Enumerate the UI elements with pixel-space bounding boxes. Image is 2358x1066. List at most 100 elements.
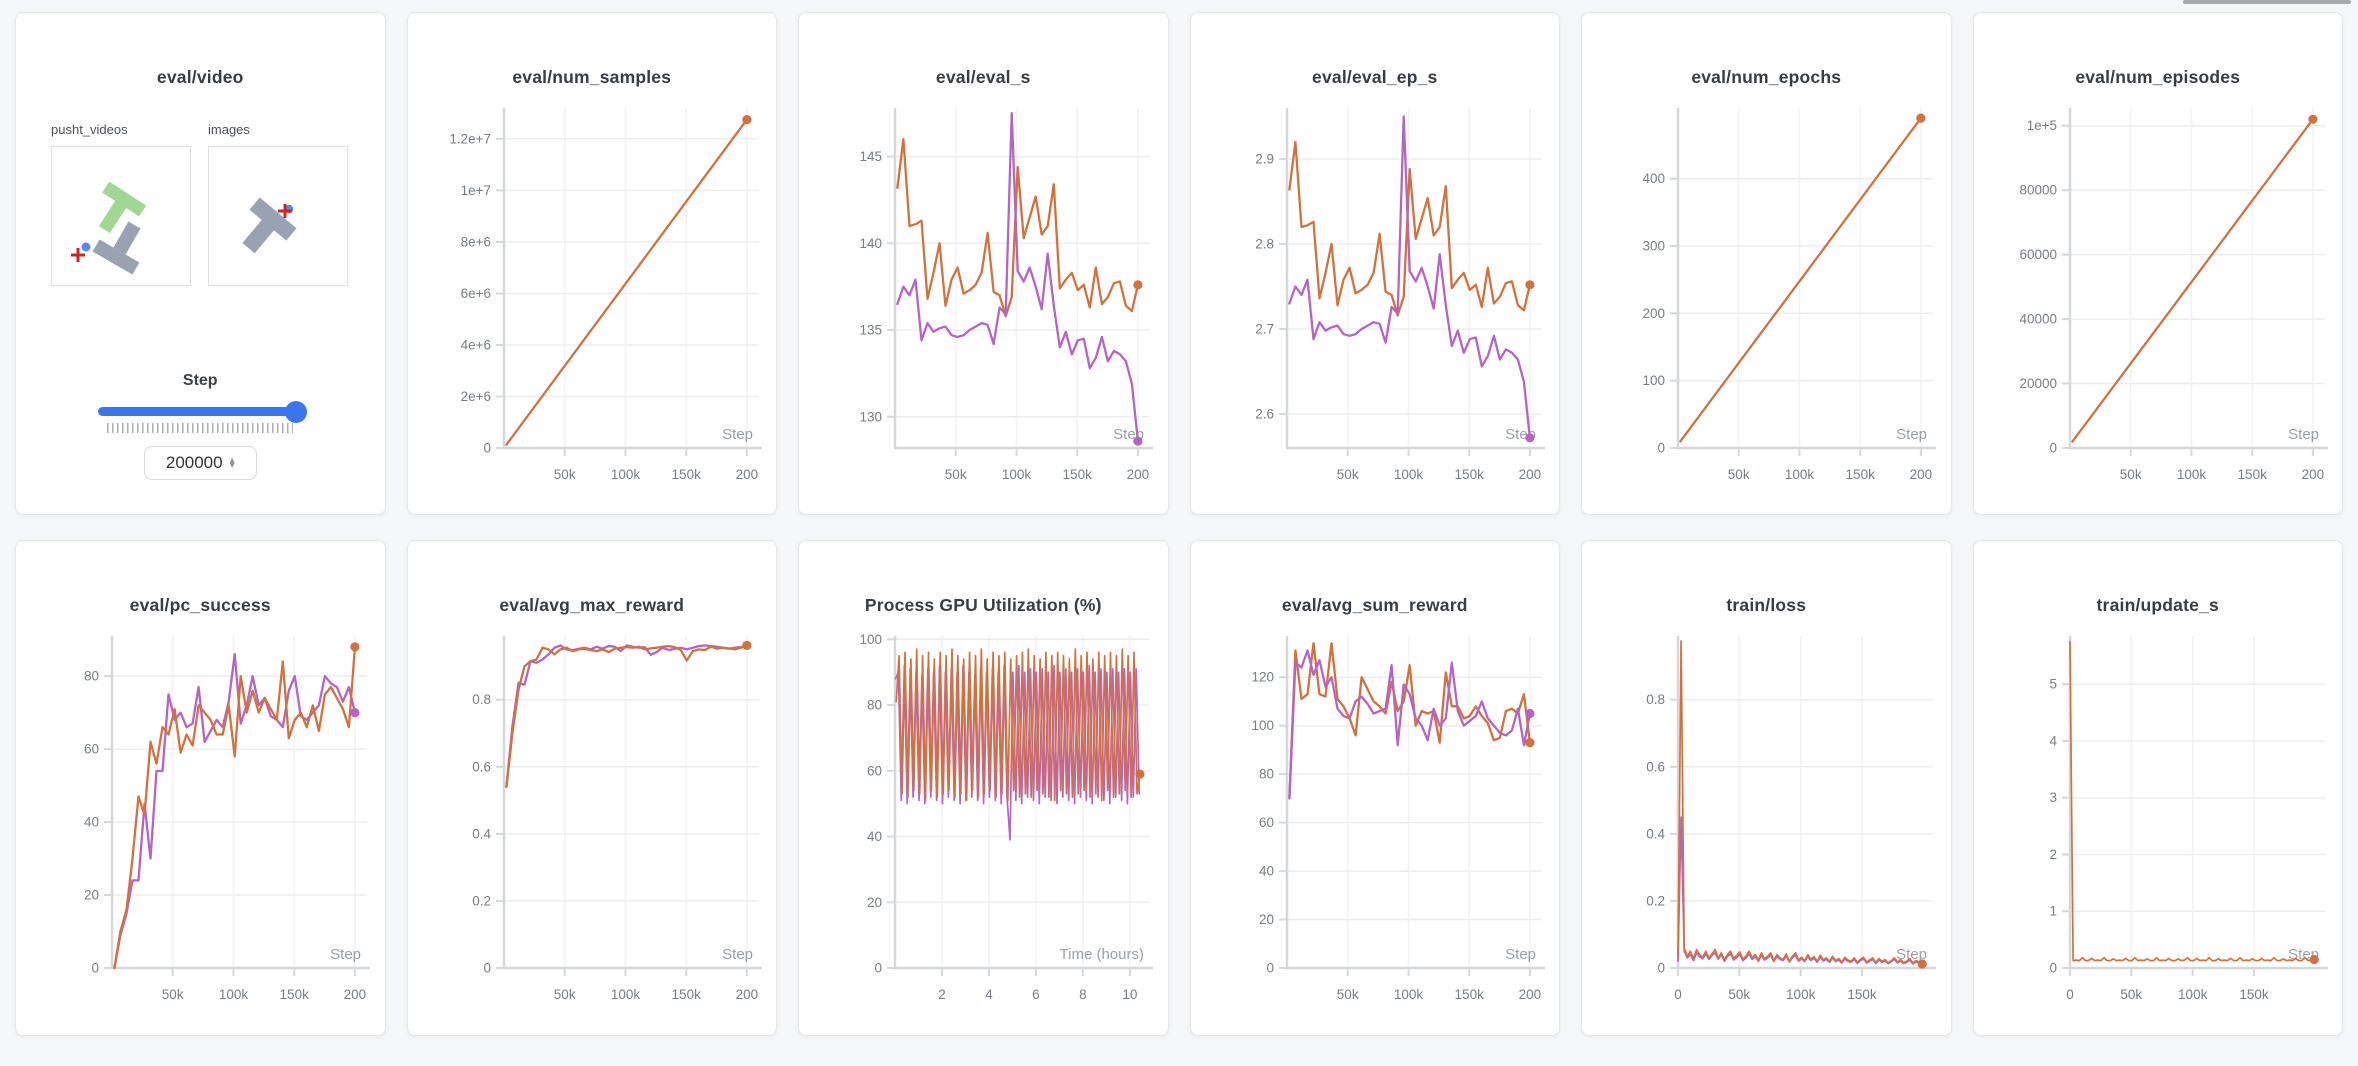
stepper-down-icon[interactable]: ▾: [229, 460, 235, 471]
step-slider-thumb[interactable]: [284, 400, 307, 423]
svg-text:60: 60: [1258, 815, 1273, 830]
svg-text:80: 80: [867, 698, 882, 713]
svg-text:5: 5: [2049, 677, 2057, 692]
svg-text:80000: 80000: [2019, 183, 2057, 198]
svg-text:4: 4: [985, 987, 993, 1002]
svg-text:100k: 100k: [219, 987, 249, 1002]
svg-text:Time (hours): Time (hours): [1060, 946, 1144, 963]
step-value: 200000: [165, 453, 223, 472]
svg-text:300: 300: [1642, 239, 1665, 254]
svg-text:0.6: 0.6: [472, 759, 491, 774]
svg-text:400: 400: [1642, 171, 1665, 186]
step-slider-track[interactable]: [97, 400, 307, 423]
svg-text:6e+6: 6e+6: [460, 286, 490, 301]
chart-title: train/update_s: [2096, 595, 2219, 615]
horizontal-scrollbar-thumb[interactable]: [2183, 0, 2351, 4]
stepper-up-icon[interactable]: ▴: [229, 455, 235, 466]
svg-text:150k: 150k: [2239, 987, 2269, 1002]
svg-text:135: 135: [859, 323, 882, 338]
svg-text:60: 60: [84, 742, 99, 757]
svg-text:50k: 50k: [553, 467, 575, 482]
svg-text:100k: 100k: [610, 467, 640, 482]
svg-text:200: 200: [735, 467, 758, 482]
svg-text:20000: 20000: [2019, 376, 2057, 391]
step-number-input[interactable]: 200000 ▴ ▾: [143, 446, 257, 480]
svg-text:140: 140: [859, 236, 882, 251]
step-slider-label: Step: [182, 372, 218, 389]
svg-text:130: 130: [859, 409, 882, 424]
svg-text:100k: 100k: [610, 987, 640, 1002]
svg-text:100k: 100k: [1785, 467, 1815, 482]
pusht-scene-graphic: [71, 181, 147, 275]
media-row: pusht_videos: [51, 122, 385, 286]
svg-text:8: 8: [1079, 987, 1087, 1002]
line-chart-eval-avg-max-reward[interactable]: 0 0.2 0.4 0.6 0.8 50k 100k 150k 200 Step: [408, 624, 778, 1012]
svg-text:50k: 50k: [2119, 467, 2141, 482]
chart-title: eval/num_episodes: [2075, 67, 2241, 87]
panel-eval-num-episodes: eval/num_episodes 0 20000 40000 60000 80000 1…: [1972, 12, 2344, 515]
svg-text:145: 145: [859, 149, 882, 164]
svg-text:150k: 150k: [1454, 987, 1484, 1002]
chart-title: eval/num_samples: [512, 67, 672, 87]
svg-text:50k: 50k: [1336, 987, 1358, 1002]
dashboard-panel-grid: eval/video pusht_videos: [15, 12, 2344, 1036]
line-chart-train-loss[interactable]: 0 0.2 0.4 0.6 0.8 0 50k 100k 150k Step: [1582, 624, 1952, 1012]
svg-text:Step: Step: [1505, 946, 1536, 963]
stepper: ▴ ▾: [229, 455, 235, 471]
svg-text:1e+7: 1e+7: [460, 183, 490, 198]
svg-text:0.2: 0.2: [472, 893, 491, 908]
svg-text:1: 1: [2049, 904, 2057, 919]
line-chart-eval-pc-success[interactable]: 0 20 40 60 80 50k 100k 150k 200 Step: [16, 624, 386, 1012]
svg-text:0: 0: [2066, 987, 2074, 1002]
step-slider-tick-ruler: [107, 423, 294, 433]
svg-text:3: 3: [2049, 790, 2057, 805]
svg-text:150k: 150k: [1063, 467, 1093, 482]
svg-text:0.4: 0.4: [1646, 826, 1665, 841]
svg-text:100: 100: [859, 632, 882, 647]
line-chart-eval-num-episodes[interactable]: 0 20000 40000 60000 80000 1e+5 50k 100k 150k 200 S…: [1974, 96, 2344, 492]
line-chart-eval-num-samples[interactable]: 0 2e+6 4e+6 6e+6 8e+6 1e+7 1.2e+7 50k 100k 150k 20…: [408, 96, 778, 492]
svg-text:150k: 150k: [2237, 467, 2267, 482]
line-chart-process-gpu-utilization[interactable]: 0 20 40 60 80 100 2 4 6 8 10 Time (hours): [799, 624, 1169, 1012]
svg-text:1.2e+7: 1.2e+7: [449, 131, 491, 146]
svg-text:50k: 50k: [162, 987, 184, 1002]
svg-text:200: 200: [1127, 467, 1150, 482]
line-chart-eval-avg-sum-reward[interactable]: 0 20 40 60 80 100 120 50k 100k 150k 200 Step: [1191, 624, 1561, 1012]
svg-text:0: 0: [91, 961, 99, 976]
media-label: images: [208, 122, 250, 137]
svg-text:Step: Step: [722, 426, 753, 443]
svg-text:2.8: 2.8: [1255, 237, 1274, 252]
chart-title: eval/num_epochs: [1691, 67, 1842, 87]
svg-text:100k: 100k: [2176, 467, 2206, 482]
line-chart-eval-num-epochs[interactable]: 0 100 200 300 400 50k 100k 150k 200 Step: [1582, 96, 1952, 492]
svg-text:200: 200: [2301, 467, 2324, 482]
svg-text:0.2: 0.2: [1646, 893, 1665, 908]
svg-text:150k: 150k: [671, 467, 701, 482]
svg-text:40: 40: [84, 815, 99, 830]
svg-text:0.6: 0.6: [1646, 759, 1665, 774]
svg-text:150k: 150k: [671, 987, 701, 1002]
svg-text:120: 120: [1251, 670, 1274, 685]
media-item-pusht-videos: pusht_videos: [51, 122, 191, 286]
svg-text:150k: 150k: [1847, 987, 1877, 1002]
panel-eval-num-epochs: eval/num_epochs 0 100 200 300 400 50k 100k 150k…: [1581, 12, 1952, 515]
svg-text:60: 60: [867, 763, 882, 778]
svg-text:200: 200: [1518, 987, 1541, 1002]
panel-eval-avg-sum-reward: eval/avg_sum_reward 0 20 40 60 80 100 120 50k 10…: [1189, 540, 1561, 1036]
svg-text:10: 10: [1122, 987, 1137, 1002]
images-thumbnail[interactable]: [208, 146, 348, 286]
svg-text:200: 200: [1910, 467, 1933, 482]
panel-eval-avg-max-reward: eval/avg_max_reward 0 0.2 0.4 0.6 0.8 50k 100k…: [406, 540, 778, 1036]
svg-text:20: 20: [84, 888, 99, 903]
svg-text:100k: 100k: [1393, 467, 1423, 482]
svg-text:20: 20: [867, 895, 882, 910]
svg-text:50k: 50k: [1336, 467, 1358, 482]
svg-text:80: 80: [1258, 767, 1273, 782]
svg-text:100k: 100k: [1786, 987, 1816, 1002]
chart-title: eval/eval_ep_s: [1312, 67, 1438, 87]
svg-text:Step: Step: [722, 946, 753, 963]
pusht-video-thumbnail[interactable]: [51, 146, 191, 286]
